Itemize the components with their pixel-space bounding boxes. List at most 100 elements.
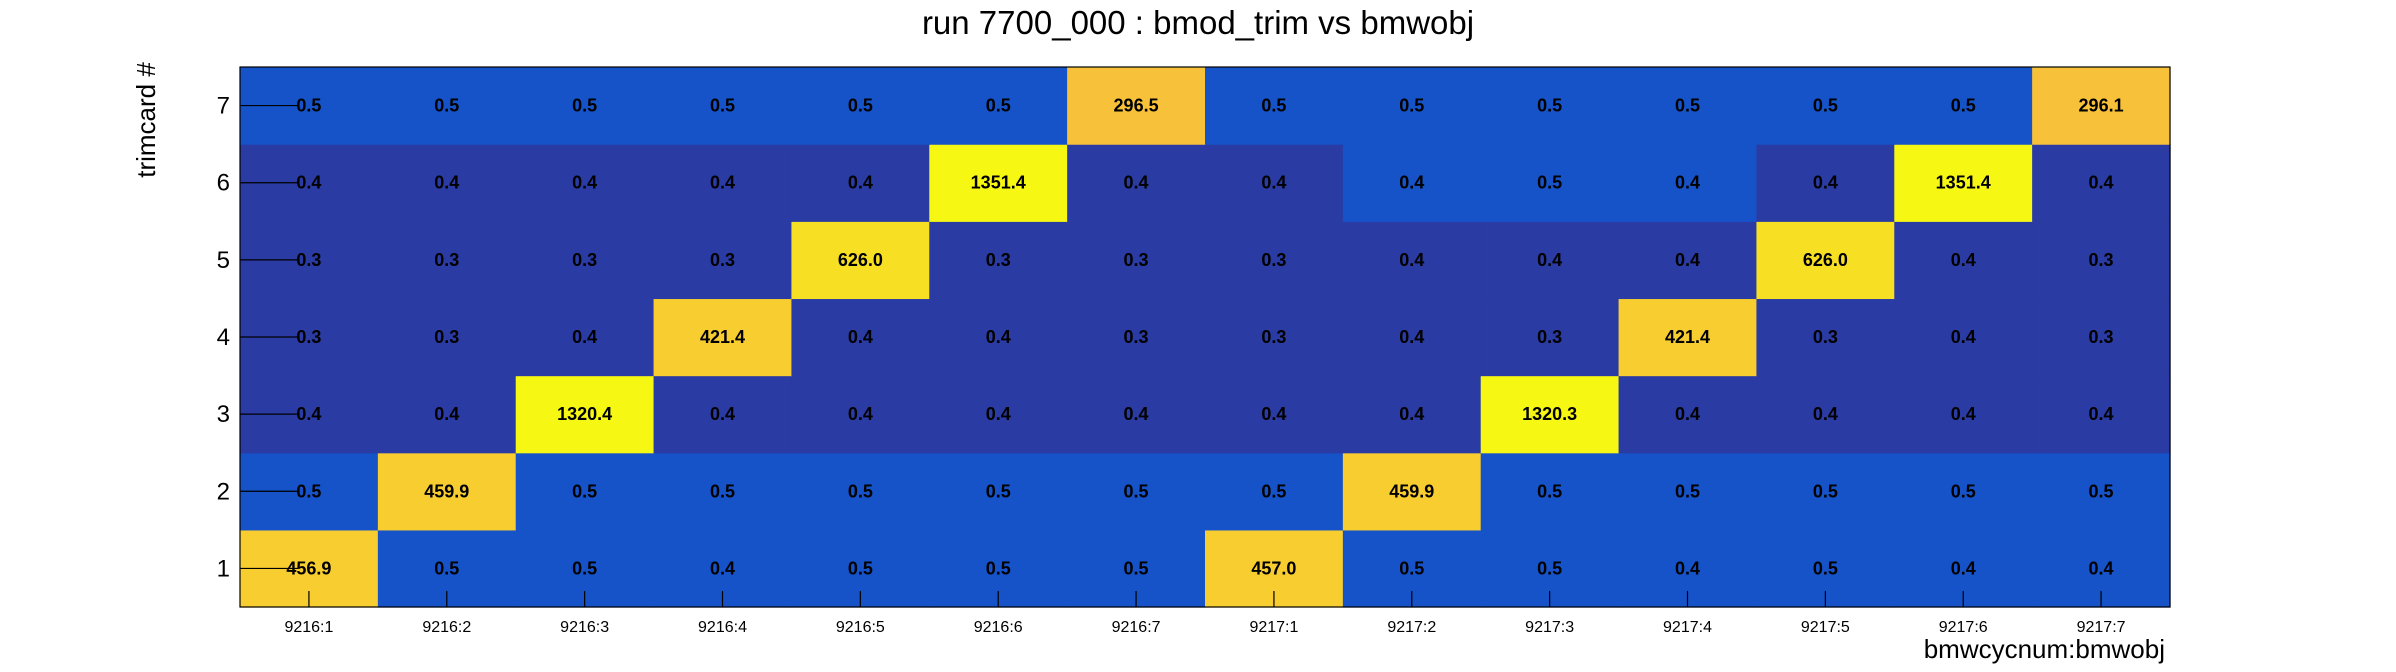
cell-value-label: 0.4 (986, 404, 1011, 424)
heatmap-cell (929, 67, 1068, 145)
cell-value-label: 0.5 (1261, 481, 1286, 501)
cell-value-label: 0.5 (434, 558, 459, 578)
heatmap-cell (1894, 67, 2033, 145)
cell-value-label: 0.5 (986, 481, 1011, 501)
x-tick-label: 9217:4 (1663, 619, 1712, 636)
heatmap-cell (653, 452, 793, 531)
x-tick-label: 9216:6 (974, 619, 1023, 636)
cell-value-label: 0.5 (848, 558, 873, 578)
heatmap-cell (653, 221, 793, 300)
cell-value-label: 0.4 (1951, 558, 1976, 578)
cell-value-label: 0.4 (1399, 173, 1424, 193)
cell-value-label: 0.4 (1813, 173, 1838, 193)
cell-value-label: 0.3 (1124, 250, 1149, 270)
cell-value-label: 0.3 (2089, 250, 2114, 270)
cell-value-label: 0.4 (1399, 327, 1424, 347)
cell-value-label: 0.4 (848, 327, 873, 347)
cell-value-label: 296.5 (1114, 96, 1159, 116)
x-tick-label: 9216:3 (560, 619, 609, 636)
heatmap-cell (515, 298, 655, 377)
heatmap-cell (791, 67, 930, 145)
heatmap-cell (515, 144, 655, 222)
cell-value-label: 1351.4 (971, 173, 1026, 193)
cell-value-label: 0.4 (1951, 327, 1976, 347)
cell-value-label: 626.0 (1803, 250, 1848, 270)
heatmap-cell (377, 67, 517, 145)
heatmap-cell (377, 375, 517, 454)
cell-value-label: 456.9 (286, 558, 331, 578)
heatmap-cell (653, 375, 793, 454)
heatmap-cell (2032, 67, 2171, 145)
heatmap-cell (1205, 375, 1344, 454)
x-tick-label: 9217:7 (2077, 619, 2126, 636)
heatmap-cell (929, 298, 1068, 377)
heatmap-cell (1205, 298, 1344, 377)
cell-value-label: 0.5 (1813, 558, 1838, 578)
cell-value-label: 1351.4 (1936, 173, 1991, 193)
heatmap-cell (377, 298, 517, 377)
heatmap-cell (1205, 67, 1344, 145)
heatmap-cell (791, 221, 930, 300)
cell-value-label: 0.5 (848, 481, 873, 501)
cell-value-label: 0.4 (434, 173, 459, 193)
heatmap-cell (2032, 375, 2171, 454)
y-tick-label: 4 (217, 324, 230, 351)
cell-value-label: 0.4 (1124, 173, 1149, 193)
heatmap-cell (1205, 452, 1344, 531)
heatmap-cell (1480, 298, 1620, 377)
cell-value-label: 0.5 (1537, 96, 1562, 116)
heatmap-cell (2032, 452, 2171, 531)
heatmap-cell (377, 221, 517, 300)
cell-value-label: 0.4 (1261, 173, 1286, 193)
heatmap-cell (1480, 221, 1620, 300)
heatmap-cell (791, 375, 930, 454)
heatmap-cell (1342, 375, 1482, 454)
cell-value-label: 0.5 (1261, 96, 1286, 116)
y-tick-label: 3 (217, 401, 230, 428)
heatmap-cell (1067, 375, 1206, 454)
heatmap-cell (515, 221, 655, 300)
cell-value-label: 0.5 (1951, 481, 1976, 501)
cell-value-label: 0.5 (986, 96, 1011, 116)
heatmap-cell (1618, 375, 1758, 454)
cell-value-label: 0.4 (2089, 558, 2114, 578)
cell-value-label: 1320.4 (557, 404, 612, 424)
cell-value-label: 0.3 (1261, 250, 1286, 270)
y-tick-label: 1 (217, 555, 230, 582)
x-tick-label: 9216:2 (422, 619, 471, 636)
x-tick-label: 9216:1 (284, 619, 333, 636)
cell-value-label: 0.5 (1675, 481, 1700, 501)
x-tick-label: 9216:5 (836, 619, 885, 636)
cell-value-label: 0.4 (1399, 250, 1424, 270)
cell-value-label: 457.0 (1251, 558, 1296, 578)
heatmap-cell (791, 298, 930, 377)
cell-value-label: 0.3 (434, 327, 459, 347)
cell-value-label: 0.3 (296, 327, 321, 347)
cell-value-label: 0.5 (1537, 481, 1562, 501)
y-tick-label: 2 (217, 478, 230, 505)
cell-value-label: 0.4 (710, 173, 735, 193)
heatmap-cell (791, 452, 930, 531)
cell-value-label: 0.3 (1124, 327, 1149, 347)
heatmap-cell (1618, 298, 1758, 377)
heatmap-cell (1894, 144, 2033, 222)
y-tick-label: 6 (217, 170, 230, 197)
y-tick-label: 5 (217, 247, 230, 274)
cell-value-label: 0.4 (2089, 173, 2114, 193)
cell-value-label: 0.3 (710, 250, 735, 270)
heatmap-cell (1756, 298, 1895, 377)
cell-value-label: 0.4 (1951, 404, 1976, 424)
heatmap-cell (515, 452, 655, 531)
heatmap-cell (1342, 221, 1482, 300)
cell-value-label: 0.5 (1675, 96, 1700, 116)
heatmap-cell (1067, 298, 1206, 377)
heatmap-cell (1067, 67, 1206, 145)
x-tick-label: 9216:4 (698, 619, 747, 636)
axes: 1 2 3 4 5 6 7 9216:1 9216:2 9216:3 9216:4 9216:5 921… (217, 66, 2171, 636)
heatmap-cell (929, 452, 1068, 531)
x-axis-title: bmwcycnum:bmwobj (1924, 634, 2165, 664)
heatmap-cell (1342, 67, 1482, 145)
cell-value-label: 0.5 (1813, 96, 1838, 116)
cell-value-label: 0.3 (572, 250, 597, 270)
x-tick-label: 9217:3 (1525, 619, 1574, 636)
